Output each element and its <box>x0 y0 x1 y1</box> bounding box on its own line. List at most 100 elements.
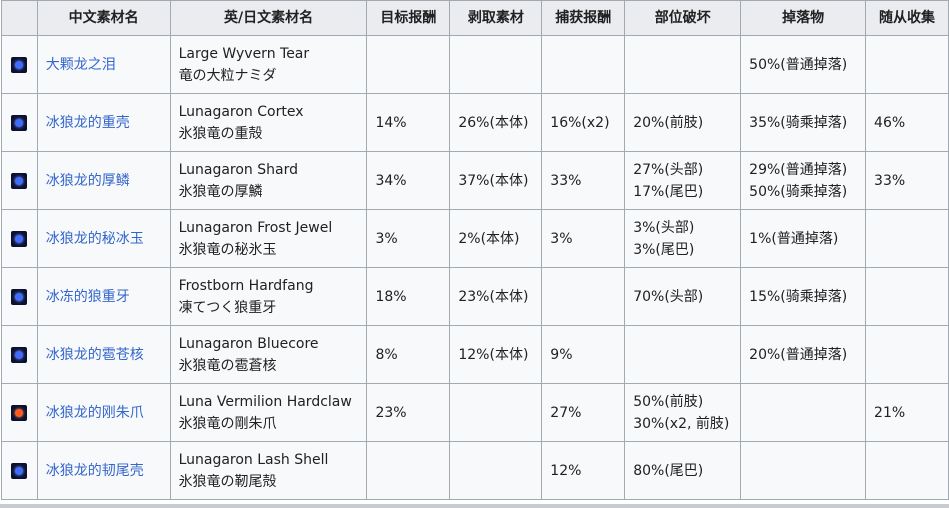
buddy-plunder-value: 33% <box>874 172 906 189</box>
part-break-value-2: 30%(x2, 前肢) <box>633 415 730 432</box>
blue-material-icon <box>11 56 28 73</box>
drop-cell <box>740 383 867 442</box>
carve-cell <box>449 441 543 500</box>
drop-cell: 15%(骑乘掉落) <box>740 267 867 326</box>
header-carve: 剥取素材 <box>449 0 543 36</box>
en-ja-name-cell: Lunagaron Shard 氷狼竜の厚鱗 <box>169 151 368 210</box>
table-row: 冰狼龙的韧尾壳 Lunagaron Lash Shell 氷狼竜の靭尾殻 12% 80%… <box>1 441 949 500</box>
part-break-cell: 50%(前肢) 30%(x2, 前肢) <box>624 383 742 442</box>
buddy-plunder-cell: 21% <box>865 383 949 442</box>
en-name: Lunagaron Shard <box>178 161 298 178</box>
target-reward-cell: 23% <box>366 383 451 442</box>
carve-cell: 26%(本体) <box>449 93 543 152</box>
drop-cell: 35%(骑乘掉落) <box>740 93 867 152</box>
blue-material-icon <box>11 172 28 189</box>
en-name: Lunagaron Lash Shell <box>178 451 329 468</box>
buddy-plunder-value: 46% <box>874 114 906 131</box>
zh-name-cell: 大颗龙之泪 <box>36 35 171 94</box>
target-reward-cell <box>366 35 451 94</box>
part-break-value-2: 3%(尾巴) <box>633 241 695 258</box>
ja-name: 氷狼竜の秘氷玉 <box>178 241 277 258</box>
capture-reward-value: 12% <box>550 462 582 479</box>
zh-name-cell: 冰冻的狼重牙 <box>36 267 171 326</box>
part-break-value: 3%(头部) <box>633 219 695 236</box>
buddy-plunder-cell <box>865 325 949 384</box>
capture-reward-value: 33% <box>550 172 582 189</box>
material-link[interactable]: 冰冻的狼重牙 <box>45 288 130 305</box>
part-break-value: 50%(前肢) <box>633 393 704 410</box>
material-link[interactable]: 冰狼龙的秘冰玉 <box>45 230 144 247</box>
material-link[interactable]: 冰狼龙的韧尾壳 <box>45 462 144 479</box>
en-ja-name-cell: Frostborn Hardfang 凍てつく狼重牙 <box>169 267 368 326</box>
blue-material-icon <box>11 346 28 363</box>
target-reward-cell: 3% <box>366 209 451 268</box>
zh-name-cell: 冰狼龙的刚朱爪 <box>36 383 171 442</box>
capture-reward-cell <box>541 35 626 94</box>
material-link[interactable]: 冰狼龙的厚鳞 <box>45 172 130 189</box>
carve-value: 2%(本体) <box>458 230 520 247</box>
drop-value: 15%(骑乘掉落) <box>749 288 848 305</box>
part-break-cell: 80%(尾巴) <box>624 441 742 500</box>
capture-reward-cell: 27% <box>541 383 626 442</box>
header-target-reward: 目标报酬 <box>366 0 451 36</box>
part-break-value: 27%(头部) <box>633 161 704 178</box>
icon-cell <box>1 151 38 210</box>
header-drop: 掉落物 <box>740 0 867 36</box>
target-reward-value: 23% <box>375 404 407 421</box>
blue-material-icon <box>11 462 28 479</box>
buddy-plunder-cell <box>865 209 949 268</box>
material-link[interactable]: 冰狼龙的刚朱爪 <box>45 404 144 421</box>
target-reward-value: 18% <box>375 288 407 305</box>
capture-reward-cell: 33% <box>541 151 626 210</box>
target-reward-value: 34% <box>375 172 407 189</box>
material-link[interactable]: 冰狼龙的雹苍核 <box>45 346 144 363</box>
material-link[interactable]: 冰狼龙的重壳 <box>45 114 130 131</box>
part-break-value: 20%(前肢) <box>633 114 704 131</box>
header-buddy-plunder: 随从收集 <box>865 0 949 36</box>
drop-value: 1%(普通掉落) <box>749 230 839 247</box>
part-break-value: 70%(头部) <box>633 288 704 305</box>
horizontal-scrollbar[interactable] <box>0 504 949 508</box>
header-row: 中文素材名 英/日文素材名 目标报酬 剥取素材 捕获报酬 部位破坏 掉落物 随从… <box>1 0 949 36</box>
en-ja-name-cell: Luna Vermilion Hardclaw 氷狼竜の剛朱爪 <box>169 383 368 442</box>
icon-cell <box>1 35 38 94</box>
carve-cell: 2%(本体) <box>449 209 543 268</box>
part-break-cell: 70%(头部) <box>624 267 742 326</box>
target-reward-value: 8% <box>375 346 398 363</box>
blue-material-icon <box>11 288 28 305</box>
red-material-icon <box>11 404 28 421</box>
icon-cell <box>1 383 38 442</box>
material-link[interactable]: 大颗龙之泪 <box>45 56 116 73</box>
capture-reward-cell: 3% <box>541 209 626 268</box>
header-capture-reward: 捕获报酬 <box>541 0 626 36</box>
buddy-plunder-cell <box>865 441 949 500</box>
table-row: 冰狼龙的重壳 Lunagaron Cortex 氷狼竜の重殻 14% 26%(本体) 16… <box>1 93 949 152</box>
buddy-plunder-cell: 46% <box>865 93 949 152</box>
icon-cell <box>1 441 38 500</box>
drop-cell: 50%(普通掉落) <box>740 35 867 94</box>
drop-cell <box>740 441 867 500</box>
ja-name: 氷狼竜の厚鱗 <box>178 183 263 200</box>
capture-reward-cell: 9% <box>541 325 626 384</box>
capture-reward-value: 3% <box>550 230 573 247</box>
part-break-value-2: 17%(尾巴) <box>633 183 704 200</box>
header-en-ja-name: 英/日文素材名 <box>169 0 368 36</box>
en-name: Lunagaron Bluecore <box>178 335 319 352</box>
drop-cell: 1%(普通掉落) <box>740 209 867 268</box>
header-icon <box>1 0 38 36</box>
drop-cell: 20%(普通掉落) <box>740 325 867 384</box>
blue-material-icon <box>11 114 28 131</box>
carve-value: 37%(本体) <box>458 172 529 189</box>
en-ja-name-cell: Lunagaron Frost Jewel 氷狼竜の秘氷玉 <box>169 209 368 268</box>
part-break-cell: 20%(前肢) <box>624 93 742 152</box>
target-reward-cell: 18% <box>366 267 451 326</box>
blue-material-icon <box>11 230 28 247</box>
target-reward-cell: 8% <box>366 325 451 384</box>
capture-reward-value: 16%(x2) <box>550 114 610 131</box>
part-break-value: 80%(尾巴) <box>633 462 704 479</box>
ja-name: 凍てつく狼重牙 <box>178 299 277 316</box>
en-ja-name-cell: Lunagaron Cortex 氷狼竜の重殻 <box>169 93 368 152</box>
carve-cell: 12%(本体) <box>449 325 543 384</box>
zh-name-cell: 冰狼龙的雹苍核 <box>36 325 171 384</box>
